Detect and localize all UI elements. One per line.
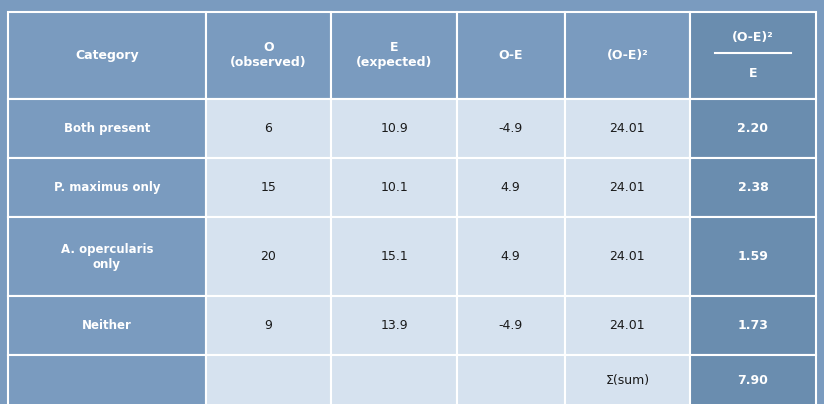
Text: Category: Category — [75, 49, 138, 62]
Text: 2.20: 2.20 — [737, 122, 769, 135]
Bar — [691, 12, 816, 99]
Text: 2.38: 2.38 — [737, 181, 768, 194]
Text: E: E — [749, 67, 757, 80]
Bar — [456, 296, 564, 355]
Bar — [331, 158, 456, 217]
Text: 1.59: 1.59 — [737, 250, 769, 263]
Bar — [691, 99, 816, 158]
Text: -4.9: -4.9 — [499, 319, 522, 332]
Bar — [564, 296, 691, 355]
Text: O
(observed): O (observed) — [230, 41, 307, 69]
Bar — [206, 217, 331, 296]
Text: 24.01: 24.01 — [610, 122, 645, 135]
Bar — [456, 355, 564, 404]
Bar — [331, 12, 456, 99]
Bar — [8, 217, 206, 296]
Text: 6: 6 — [265, 122, 273, 135]
Bar — [564, 217, 691, 296]
Bar — [564, 12, 691, 99]
Bar — [331, 99, 456, 158]
Text: (O-E)²: (O-E)² — [732, 31, 774, 44]
Text: 20: 20 — [260, 250, 276, 263]
Bar — [456, 99, 564, 158]
Bar — [691, 296, 816, 355]
Bar — [8, 296, 206, 355]
Text: -4.9: -4.9 — [499, 122, 522, 135]
Bar — [564, 158, 691, 217]
Text: O-E: O-E — [499, 49, 523, 62]
Text: 4.9: 4.9 — [501, 181, 521, 194]
Text: 4.9: 4.9 — [501, 250, 521, 263]
Text: Both present: Both present — [63, 122, 150, 135]
Text: 24.01: 24.01 — [610, 181, 645, 194]
Text: 24.01: 24.01 — [610, 250, 645, 263]
Bar — [8, 99, 206, 158]
Text: A. opercularis
only: A. opercularis only — [61, 242, 153, 271]
Text: 9: 9 — [265, 319, 273, 332]
Bar — [564, 99, 691, 158]
Bar — [691, 158, 816, 217]
Text: 10.1: 10.1 — [380, 181, 408, 194]
Bar — [691, 217, 816, 296]
Text: (O-E)²: (O-E)² — [606, 49, 648, 62]
Bar — [8, 158, 206, 217]
Bar — [456, 217, 564, 296]
Text: 1.73: 1.73 — [737, 319, 769, 332]
Bar — [331, 217, 456, 296]
Bar — [456, 158, 564, 217]
Bar — [691, 355, 816, 404]
Text: Σ(sum): Σ(sum) — [606, 375, 649, 387]
Bar — [206, 12, 331, 99]
Text: P. maximus only: P. maximus only — [54, 181, 160, 194]
Bar — [206, 158, 331, 217]
Text: Neither: Neither — [82, 319, 132, 332]
Text: 13.9: 13.9 — [380, 319, 408, 332]
Text: 15.1: 15.1 — [380, 250, 408, 263]
Bar — [206, 355, 331, 404]
Bar — [206, 296, 331, 355]
Bar — [8, 12, 206, 99]
Bar — [331, 355, 456, 404]
Bar — [456, 12, 564, 99]
Text: 10.9: 10.9 — [380, 122, 408, 135]
Bar — [206, 99, 331, 158]
Text: 7.90: 7.90 — [737, 375, 769, 387]
Bar — [564, 355, 691, 404]
Bar — [8, 355, 206, 404]
Text: 15: 15 — [260, 181, 276, 194]
Bar — [331, 296, 456, 355]
Text: E
(expected): E (expected) — [356, 41, 433, 69]
Text: 24.01: 24.01 — [610, 319, 645, 332]
